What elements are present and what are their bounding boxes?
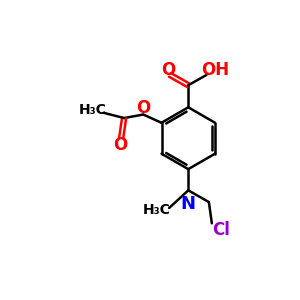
Text: O: O: [113, 136, 128, 154]
Text: OH: OH: [201, 61, 229, 80]
Text: O: O: [136, 99, 150, 117]
Text: Cl: Cl: [212, 221, 230, 239]
Text: N: N: [181, 195, 196, 213]
Text: H₃C: H₃C: [143, 203, 171, 218]
Text: H₃C: H₃C: [78, 103, 106, 117]
Text: O: O: [161, 61, 176, 79]
